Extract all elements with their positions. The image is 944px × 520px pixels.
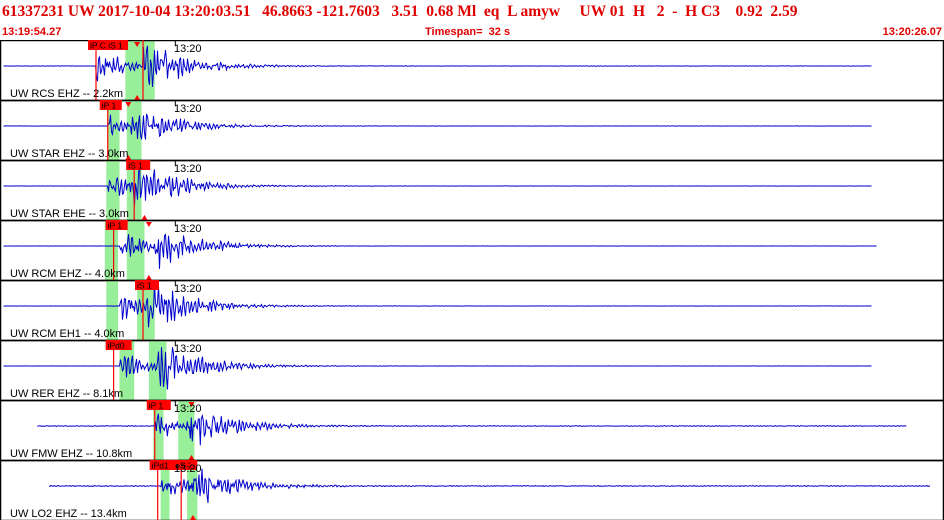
pick-marker-down	[188, 402, 195, 407]
p-pick-flag[interactable]: iP 1	[146, 400, 171, 411]
seismogram-trace	[3, 347, 872, 390]
panel-time-label: 13:20	[174, 163, 202, 175]
pick-label: iP 1	[149, 401, 164, 411]
s-pick-flag[interactable]: iS 1	[135, 280, 159, 291]
pick-label: eS 2	[175, 461, 193, 471]
pick-flag-box	[135, 280, 159, 290]
p-pick-flag[interactable]: iP C iS 1	[88, 40, 128, 51]
window-end-time: 13:20:26.07	[882, 26, 942, 38]
panel-time-label: 13:20	[174, 343, 202, 355]
station-label: UW RCM EHZ -- 4.0km	[10, 268, 125, 280]
waveform-panel-rcs-ehz[interactable]: iP C iS 1 13:20 UW RCS EHZ -- 2.2km	[0, 40, 944, 102]
waveform-panel-star-ehe[interactable]: iS 1 13:20 UW STAR EHE -- 3.0km	[0, 159, 944, 222]
pick-marker-up	[125, 155, 132, 160]
analysis-window	[104, 220, 119, 280]
pick-flag-box	[105, 340, 132, 350]
panel-frame	[0, 459, 944, 520]
event-header: 61337231 UW 2017-10-04 13:20:03.51 46.86…	[0, 0, 944, 40]
panel-time-label: 13:20	[174, 283, 202, 295]
timespan-label: Timespan= 32 s	[425, 26, 511, 38]
pick-label: iPd1	[152, 461, 169, 471]
pick-marker-down	[125, 102, 132, 107]
analysis-window	[106, 280, 119, 340]
analysis-window	[160, 460, 170, 520]
pick-label: iS 1	[137, 281, 152, 291]
station-label: UW LO2 EHZ -- 13.4km	[10, 508, 127, 520]
pick-marker-down	[134, 42, 141, 47]
s-pick-flag[interactable]: eS 2	[173, 460, 198, 471]
waveform-panel-star-ehz[interactable]: iP 1 13:20 UW STAR EHZ -- 3.0km	[0, 99, 944, 162]
station-label: UW RCS EHZ -- 2.2km	[10, 88, 123, 100]
p-pick-flag[interactable]: iP 1	[99, 100, 122, 111]
station-label: UW RER EHZ -- 8.1km	[10, 388, 123, 400]
analysis-window	[153, 400, 164, 460]
waveform-panel-lo2-ehz[interactable]: iPd1 eS 213:20 UW LO2 EHZ -- 13.4km	[0, 459, 944, 520]
waveform-panel-fmw-ehz[interactable]: iP 1 13:20 UW FMW EHZ -- 10.8km	[0, 399, 944, 462]
waveform-panel-rer-ehz[interactable]: iPd0 13:20 UW RER EHZ -- 8.1km	[0, 339, 944, 402]
analysis-window	[106, 160, 120, 220]
panel-time-label: 13:20	[174, 43, 202, 55]
seismogram-trace	[48, 468, 931, 503]
analysis-window	[126, 220, 145, 280]
pick-flag-box	[99, 100, 122, 110]
panel-frame	[0, 339, 944, 402]
analysis-window	[187, 460, 198, 520]
event-summary-line: 61337231 UW 2017-10-04 13:20:03.51 46.86…	[2, 3, 798, 20]
seismogram-trace	[37, 413, 907, 446]
pick-flag-box	[126, 160, 151, 170]
pick-marker-down	[145, 222, 152, 227]
p-pick-flag[interactable]: iPd0	[105, 340, 132, 351]
seismogram-trace	[3, 113, 872, 140]
panel-time-label: 13:20	[174, 463, 202, 475]
pick-marker-up	[141, 215, 148, 220]
p-pick-flag[interactable]: iPd1	[149, 460, 176, 471]
station-label: UW RCM EH1 -- 4.0km	[10, 328, 124, 340]
pick-flag-box	[149, 460, 176, 470]
analysis-window	[107, 100, 120, 160]
seismogram-trace	[3, 161, 872, 206]
pick-flag-box	[105, 220, 128, 230]
pick-marker-up	[189, 515, 196, 520]
station-label: UW STAR EHE -- 3.0km	[10, 208, 129, 220]
pick-flag-box	[146, 400, 171, 410]
seismogram-trace	[3, 233, 877, 269]
pick-label: iP 1	[108, 221, 123, 231]
seismogram-trace	[3, 283, 872, 328]
pick-label: iS 1	[128, 161, 143, 171]
pick-marker-up	[188, 455, 195, 460]
s-pick-flag[interactable]: iS 1	[126, 160, 151, 171]
pick-marker-down	[189, 462, 196, 467]
pick-label: iPd0	[108, 341, 125, 351]
panel-time-label: 13:20	[174, 103, 202, 115]
pick-marker-down	[141, 162, 148, 167]
station-label: UW FMW EHZ -- 10.8km	[10, 448, 132, 460]
pick-flag-box	[173, 460, 198, 470]
pick-label: iP C iS 1	[90, 41, 123, 51]
pick-marker-up	[145, 275, 152, 280]
waveform-panel-rcm-eh1[interactable]: iS 1 13:20 UW RCM EH1 -- 4.0km	[0, 279, 944, 342]
pick-marker-up	[134, 95, 141, 100]
panel-time-label: 13:20	[174, 223, 202, 235]
pick-label: iP 1	[102, 101, 117, 111]
p-pick-flag[interactable]: iP 1	[105, 220, 128, 231]
panel-frame	[0, 399, 944, 462]
panel-time-label: 13:20	[174, 403, 202, 415]
analysis-window	[148, 340, 167, 400]
pick-flag-box	[88, 40, 128, 50]
window-start-time: 13:19:54.27	[2, 26, 62, 38]
waveform-panel-rcm-ehz[interactable]: iP 1 13:20 UW RCM EHZ -- 4.0km	[0, 219, 944, 282]
station-label: UW STAR EHZ -- 3.0km	[10, 148, 128, 160]
seismogram-trace	[3, 45, 872, 88]
